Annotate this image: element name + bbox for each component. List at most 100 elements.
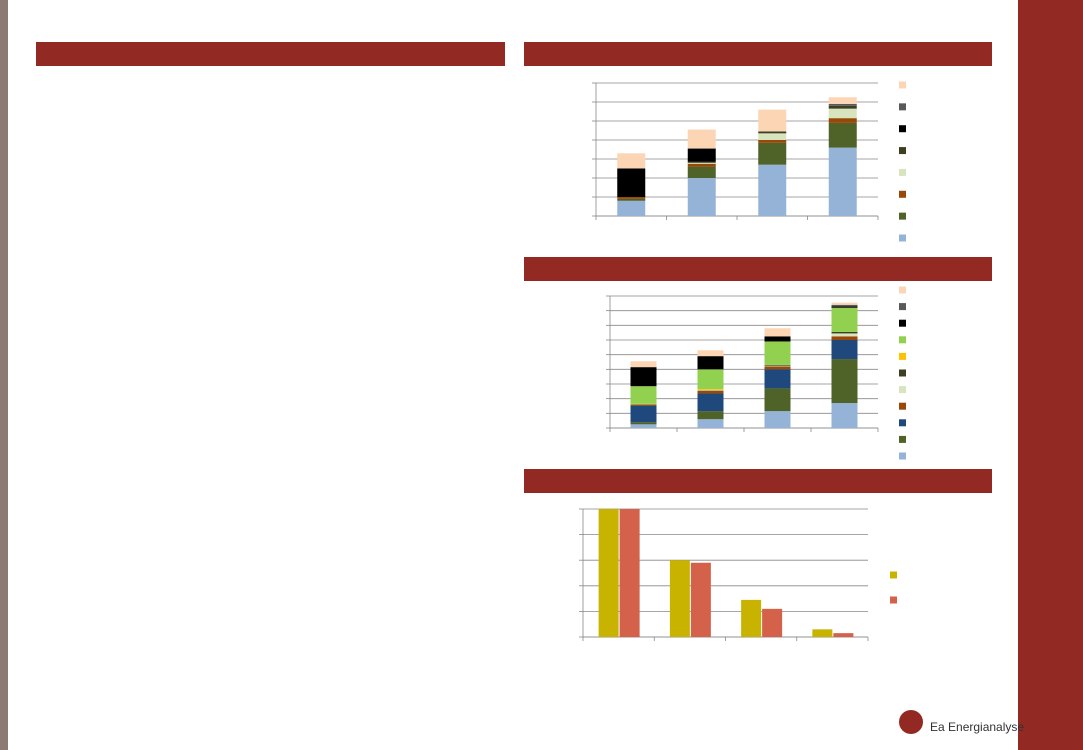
bar: [669, 560, 690, 637]
bar-segment: [764, 388, 791, 412]
bar-segment: [697, 390, 724, 394]
bar-segment: [758, 140, 787, 143]
bar-segment: [697, 389, 724, 391]
bar-segment: [617, 200, 646, 216]
bar-segment: [764, 411, 791, 428]
bar-segment: [831, 302, 858, 305]
bar-segment: [630, 404, 657, 406]
bar-segment: [697, 411, 724, 420]
bar-segment: [828, 118, 857, 123]
bar-segment: [687, 166, 716, 178]
bar-segment: [697, 369, 724, 390]
bar-segment: [758, 133, 787, 140]
legend-swatch: [899, 352, 906, 360]
bar-segment: [828, 108, 857, 119]
logo-text: Ea Energianalyse: [930, 720, 1024, 734]
bar: [812, 629, 833, 637]
legend-swatch: [899, 286, 906, 294]
bar-segment: [831, 306, 858, 308]
legend-swatch: [899, 336, 906, 344]
bar-segment: [831, 403, 858, 428]
bar-segment: [831, 304, 858, 307]
legend-swatch: [899, 125, 906, 133]
legend-swatch: [899, 234, 906, 242]
legend-swatch: [899, 319, 906, 327]
bar-segment: [687, 148, 716, 162]
bar-segment: [831, 359, 858, 404]
legend-swatch: [899, 452, 906, 460]
legend-swatch: [899, 303, 906, 311]
bar-segment: [630, 422, 657, 425]
legend-swatch: [899, 147, 906, 155]
bar-segment: [831, 340, 858, 360]
bar-segment: [630, 361, 657, 368]
legend-swatch: [899, 402, 906, 410]
bar-segment: [697, 393, 724, 412]
bar: [619, 509, 640, 637]
right-band: [1018, 0, 1083, 750]
bar-segment: [831, 336, 858, 340]
bar: [690, 562, 711, 637]
bar-segment: [758, 109, 787, 132]
legend-swatch: [890, 571, 897, 579]
bar-segment: [687, 129, 716, 149]
bar-segment: [630, 405, 657, 423]
bar-segment: [831, 333, 858, 337]
bar-segment: [758, 164, 787, 216]
bar: [741, 599, 762, 637]
bar-segment: [630, 403, 657, 405]
bar-segment: [630, 424, 657, 428]
legend-swatch: [899, 386, 906, 394]
bar-segment: [617, 153, 646, 169]
bar-segment: [831, 331, 858, 334]
header-bar: [524, 469, 992, 493]
bar-segment: [687, 178, 716, 216]
bar: [833, 633, 854, 637]
bar-segment: [697, 350, 724, 357]
bar-segment: [828, 147, 857, 216]
legend-swatch: [899, 435, 906, 443]
bar-segment: [697, 389, 724, 390]
bar-segment: [828, 122, 857, 148]
bar-segment: [764, 336, 791, 342]
legend-swatch: [899, 190, 906, 198]
bar-segment: [764, 341, 791, 365]
bar-segment: [828, 97, 857, 104]
header-bar: [524, 42, 992, 66]
bar-segment: [617, 168, 646, 197]
bar-segment: [687, 162, 716, 164]
bar-segment: [828, 105, 857, 109]
bar-segment: [764, 365, 791, 367]
bar-segment: [764, 369, 791, 389]
left-strip: [0, 0, 8, 750]
bar-segment: [687, 161, 716, 163]
logo-icon: [899, 710, 923, 734]
header-bar: [524, 257, 992, 281]
bar: [762, 608, 783, 637]
bar-segment: [758, 131, 787, 134]
bar-segment: [831, 307, 858, 332]
bar-segment: [764, 366, 791, 370]
bar-segment: [828, 103, 857, 106]
bar-segment: [687, 163, 716, 167]
bar-segment: [617, 198, 646, 201]
bar-segment: [764, 328, 791, 337]
legend-swatch: [899, 81, 906, 89]
legend-swatch: [899, 419, 906, 427]
legend-swatch: [890, 596, 897, 604]
legend-swatch: [899, 103, 906, 111]
header-bar: [36, 42, 505, 66]
bar-segment: [764, 364, 791, 366]
bar-segment: [697, 419, 724, 428]
legend-swatch: [899, 212, 906, 220]
bar-segment: [758, 142, 787, 165]
logo: Ea Energianalyse: [899, 710, 1024, 734]
bar-segment: [630, 386, 657, 404]
legend-swatch: [899, 369, 906, 377]
bar-segment: [630, 367, 657, 387]
bar-segment: [697, 356, 724, 370]
bar-segment: [617, 197, 646, 199]
legend-swatch: [899, 168, 906, 176]
